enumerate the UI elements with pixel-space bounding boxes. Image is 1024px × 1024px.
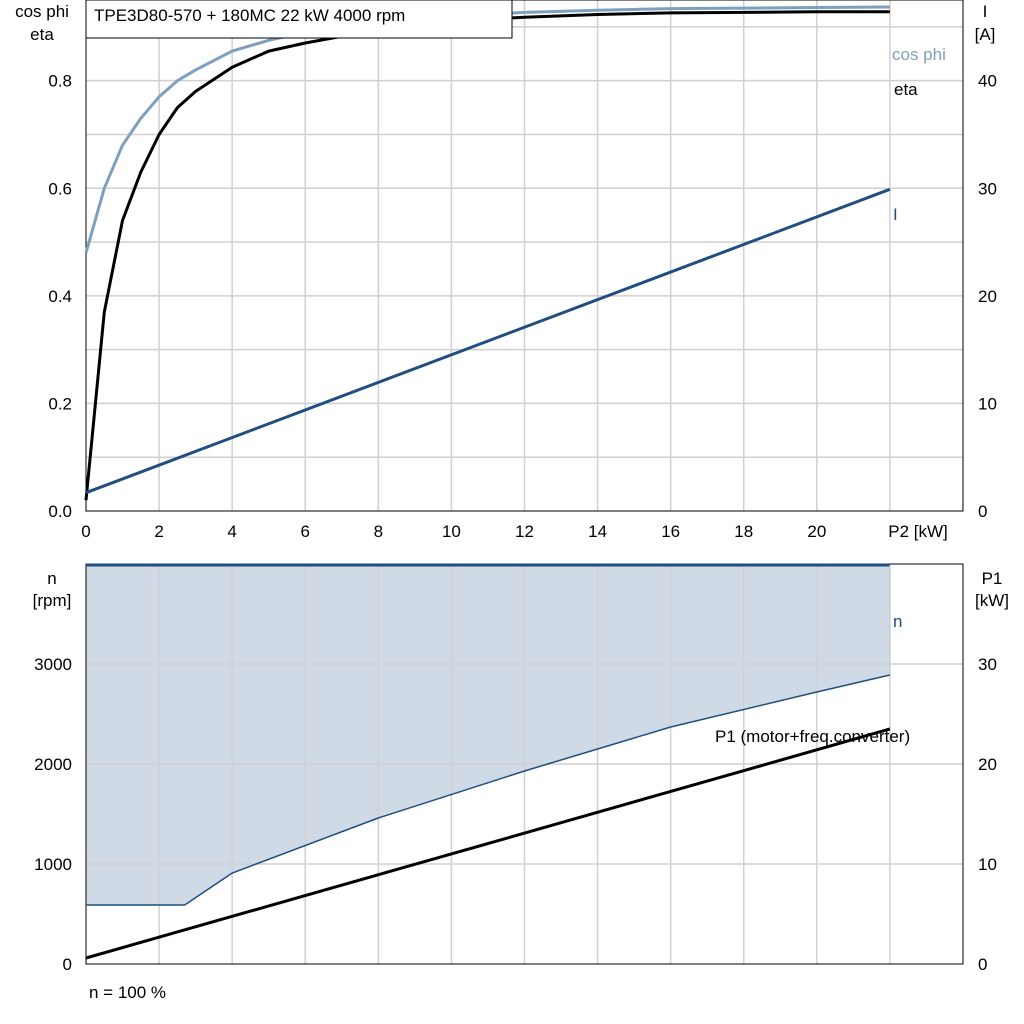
bottom-left-axis-label-line1: n <box>47 569 56 588</box>
lower-speed-limit-line <box>86 674 891 906</box>
top-left-tick-label: 0.2 <box>48 394 72 413</box>
x-tick-label: 8 <box>374 522 383 541</box>
top-right-tick-label: 10 <box>978 394 997 413</box>
bottom-right-tick-label: 10 <box>978 855 997 874</box>
x-tick-label: 14 <box>588 522 607 541</box>
bottom-series-layer <box>85 563 891 960</box>
bottom-right-tick-label: 20 <box>978 755 997 774</box>
eta-series-label: eta <box>894 80 918 99</box>
top-tick-labels: 0 2 4 6 8 10 12 14 16 18 20 0.0 0.2 0.4 0.6 0.8 0 10 20 30 4… <box>48 72 997 541</box>
eta-line <box>84 10 890 501</box>
bottom-left-axis-label-line2: [rpm] <box>33 591 72 610</box>
top-right-axis-label-line1: I <box>983 2 988 21</box>
top-left-tick-label: 0.4 <box>48 287 72 306</box>
bottom-right-axis-label-line2: [kW] <box>975 591 1009 610</box>
x-tick-label: 16 <box>661 522 680 541</box>
x-tick-label: 10 <box>442 522 461 541</box>
p1-line <box>85 727 891 960</box>
bottom-left-tick-label: 1000 <box>34 855 72 874</box>
top-left-tick-label: 0.0 <box>48 502 72 521</box>
x-tick-label: 4 <box>227 522 236 541</box>
bottom-left-tick-label: 0 <box>63 955 72 974</box>
top-plot-frame <box>85 0 964 512</box>
top-right-tick-label: 30 <box>978 179 997 198</box>
x-axis-label: P2 [kW] <box>888 522 948 541</box>
top-grid <box>86 0 963 511</box>
bottom-tick-labels: 0 1000 2000 3000 0 10 20 30 <box>34 655 997 974</box>
top-chart: 0 2 4 6 8 10 12 14 16 18 20 0.0 0.2 0.4 0.6 0.8 0 10 20 30 4… <box>15 0 997 541</box>
chart-title: TPE3D80-570 + 180MC 22 kW 4000 rpm <box>94 6 405 25</box>
chart-title-box <box>85 0 513 39</box>
top-right-axis-label-line2: [A] <box>975 25 996 44</box>
bottom-right-tick-label: 30 <box>978 655 997 674</box>
x-tick-label: 12 <box>515 522 534 541</box>
current-line <box>85 187 891 495</box>
x-tick-label: 0 <box>81 522 90 541</box>
top-left-tick-label: 0.6 <box>48 179 72 198</box>
bottom-left-tick-label: 3000 <box>34 655 72 674</box>
x-tick-label: 2 <box>154 522 163 541</box>
current-series-label: I <box>893 205 898 224</box>
top-right-tick-label: 20 <box>978 287 997 306</box>
top-left-axis-label-line2: eta <box>30 25 54 44</box>
x-tick-label: 6 <box>301 522 310 541</box>
top-right-tick-label: 40 <box>978 72 997 91</box>
speed-range-area <box>86 565 890 905</box>
footnote: n = 100 % <box>89 983 166 1002</box>
top-right-tick-label: 0 <box>978 502 987 521</box>
bottom-chart: 0 1000 2000 3000 0 10 20 30 n [rpm] P1 [kW] n P… <box>33 563 1009 1002</box>
x-tick-label: 20 <box>807 522 826 541</box>
x-tick-label: 18 <box>734 522 753 541</box>
p1-series-label: P1 (motor+freq.converter) <box>715 727 910 746</box>
top-left-tick-label: 0.8 <box>48 72 72 91</box>
cos-phi-series-label: cos phi <box>892 45 946 64</box>
bottom-left-tick-label: 2000 <box>34 755 72 774</box>
bottom-grid <box>86 564 963 964</box>
cos-phi-line <box>84 5 890 254</box>
bottom-right-tick-label: 0 <box>978 955 987 974</box>
operating-range-fill <box>86 565 890 905</box>
bottom-right-axis-label-line1: P1 <box>982 569 1003 588</box>
speed-series-label: n <box>893 612 902 631</box>
top-left-axis-label-line1: cos phi <box>15 2 69 21</box>
